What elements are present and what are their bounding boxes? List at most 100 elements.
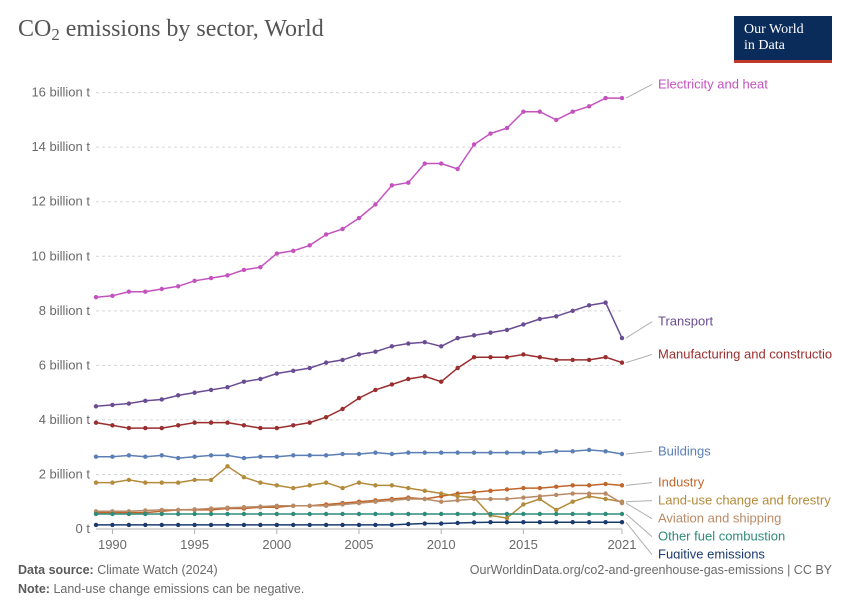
series-marker	[307, 483, 311, 487]
series-marker	[620, 361, 624, 365]
series-marker	[587, 512, 591, 516]
footer-right: OurWorldinData.org/co2-and-greenhouse-ga…	[470, 561, 832, 599]
series-marker	[455, 366, 459, 370]
series-marker	[603, 492, 607, 496]
series-marker	[439, 492, 443, 496]
series-marker	[291, 249, 295, 253]
series-marker	[143, 290, 147, 294]
series-marker	[406, 522, 410, 526]
series-marker	[538, 110, 542, 114]
series-marker	[390, 483, 394, 487]
series-marker	[472, 355, 476, 359]
series-marker	[423, 489, 427, 493]
series-marker	[258, 512, 262, 516]
series-marker	[225, 464, 229, 468]
series-marker	[439, 451, 443, 455]
series-marker	[521, 496, 525, 500]
series-marker	[291, 453, 295, 457]
series-marker	[570, 483, 574, 487]
series-marker	[357, 452, 361, 456]
series-marker	[357, 523, 361, 527]
series-marker	[620, 483, 624, 487]
series-marker	[275, 455, 279, 459]
series-marker	[423, 497, 427, 501]
series-marker	[143, 399, 147, 403]
series-marker	[340, 407, 344, 411]
label-leader	[626, 451, 652, 454]
series-marker	[620, 512, 624, 516]
series-marker	[505, 328, 509, 332]
series-marker	[176, 512, 180, 516]
series-marker	[603, 355, 607, 359]
series-marker	[258, 265, 262, 269]
series-marker	[127, 523, 131, 527]
series-marker	[373, 483, 377, 487]
series-marker	[505, 516, 509, 520]
series-label: Buildings	[658, 443, 711, 458]
series-marker	[127, 426, 131, 430]
series-marker	[488, 355, 492, 359]
series-marker	[455, 521, 459, 525]
series-marker	[94, 523, 98, 527]
series-marker	[110, 481, 114, 485]
series-marker	[406, 497, 410, 501]
y-tick-label: 10 billion t	[31, 248, 90, 263]
series-marker	[455, 512, 459, 516]
series-marker	[488, 497, 492, 501]
series-label: Fugitive emissions	[658, 547, 765, 559]
label-leader	[626, 514, 652, 537]
series-marker	[587, 483, 591, 487]
series-marker	[603, 520, 607, 524]
series-marker	[110, 423, 114, 427]
series-marker	[406, 181, 410, 185]
series-marker	[225, 506, 229, 510]
x-tick-label: 2010	[427, 537, 456, 552]
series-marker	[423, 522, 427, 526]
series-marker	[521, 486, 525, 490]
series-marker	[258, 481, 262, 485]
series-marker	[570, 449, 574, 453]
series-marker	[127, 453, 131, 457]
series-marker	[373, 202, 377, 206]
source-label: Data source:	[18, 563, 94, 577]
series-marker	[472, 512, 476, 516]
series-marker	[587, 303, 591, 307]
series-marker	[209, 388, 213, 392]
series-marker	[143, 523, 147, 527]
note-label: Note:	[18, 582, 50, 596]
series-marker	[423, 451, 427, 455]
series-marker	[209, 478, 213, 482]
series-marker	[406, 342, 410, 346]
series-marker	[570, 110, 574, 114]
series-marker	[94, 421, 98, 425]
series-marker	[209, 276, 213, 280]
series-marker	[538, 512, 542, 516]
series-marker	[554, 485, 558, 489]
series-marker	[242, 523, 246, 527]
series-marker	[587, 448, 591, 452]
series-marker	[94, 512, 98, 516]
series-marker	[521, 352, 525, 356]
series-marker	[554, 314, 558, 318]
series-marker	[275, 252, 279, 256]
series-marker	[554, 512, 558, 516]
series-marker	[505, 520, 509, 524]
series-marker	[620, 520, 624, 524]
label-leader	[626, 503, 652, 519]
series-marker	[570, 492, 574, 496]
series-marker	[472, 497, 476, 501]
series-marker	[439, 500, 443, 504]
series-marker	[570, 309, 574, 313]
series-marker	[127, 478, 131, 482]
series-marker	[94, 404, 98, 408]
series-marker	[603, 482, 607, 486]
series-marker	[357, 216, 361, 220]
series-marker	[423, 512, 427, 516]
series-marker	[160, 287, 164, 291]
series-marker	[160, 512, 164, 516]
series-marker	[455, 336, 459, 340]
series-marker	[488, 331, 492, 335]
series-marker	[439, 344, 443, 348]
series-marker	[488, 489, 492, 493]
series-marker	[373, 500, 377, 504]
